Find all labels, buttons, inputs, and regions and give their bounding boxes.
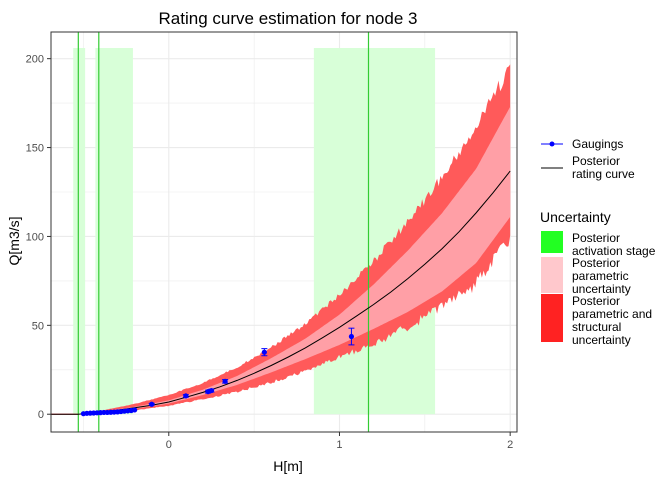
x-tick-label: 1 [336,439,342,451]
gauging-point [261,349,267,355]
y-tick-label: 150 [26,143,44,155]
gauging-point [348,333,355,340]
x-axis-title: H[m] [273,458,303,474]
legend-activation-label-1: Posterior [572,231,620,245]
chart-title: Rating curve estimation for node 3 [159,9,418,28]
legend-gaugings-point [549,141,555,147]
y-tick-label: 0 [38,409,44,421]
legend-structural-label-3: structural [572,320,621,334]
gauging-point [132,407,138,413]
panel-border [50,31,518,433]
legend-uncertainty-title: Uncertainty [540,209,611,225]
activation-band-0 [73,48,86,415]
legend-structural-label-1: Posterior [572,294,620,308]
x-tick-label: 0 [166,439,172,451]
structural-uncertainty-band [78,64,511,415]
legend-parametric-swatch [541,257,563,293]
legend-gaugings-label: Gaugings [572,137,623,151]
activation-band-1 [95,48,133,415]
legend-parametric-label-2: parametric [572,269,629,283]
x-tick-label: 2 [507,439,513,451]
plot-panel: 0 1 2 0 50 100 150 200 [26,31,518,451]
legend-activation-swatch [541,231,563,253]
legend-parametric-label-3: uncertainty [572,282,631,296]
legend-structural-label-4: uncertainty [572,333,631,347]
gauging-point [149,401,155,407]
gauging-point [222,378,228,384]
legend-activation-label-2: activation stage [572,244,656,258]
parametric-uncertainty-band [78,106,511,415]
legend-structural-label-2: parametric and [572,307,652,321]
legend: Gaugings Posterior rating curve Uncertai… [540,137,656,347]
legend-structural-swatch [541,294,563,342]
gauging-point [183,393,189,399]
y-tick-label: 200 [26,54,44,66]
y-tick-label: 50 [32,320,44,332]
y-tick-label: 100 [26,231,44,243]
legend-parametric-label-1: Posterior [572,256,620,270]
gauging-point [208,387,215,394]
legend-posterior-label-2: rating curve [572,167,635,181]
y-axis-title: Q[m3/s] [6,216,22,265]
legend-posterior-label-1: Posterior [572,154,620,168]
